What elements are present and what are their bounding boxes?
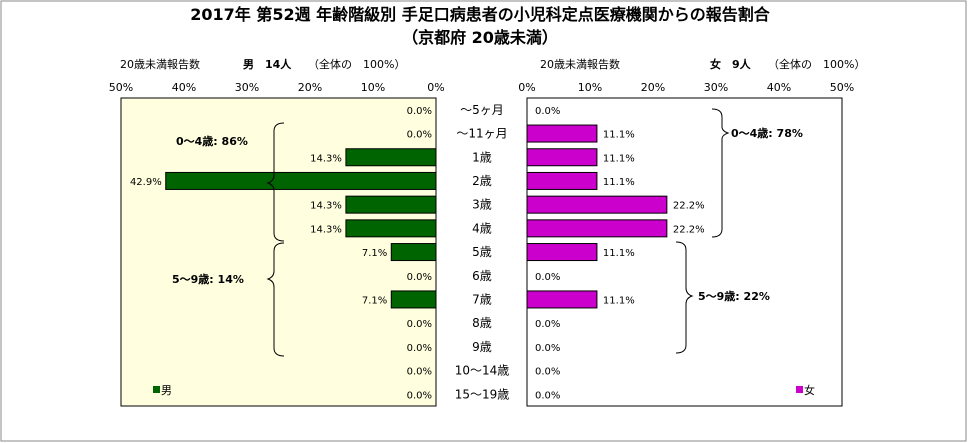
male-bar: [345, 148, 437, 167]
male-count: 男 14人: [243, 57, 292, 71]
female-data-label: 11.1%: [603, 177, 635, 188]
male-data-label: 0.0%: [407, 319, 432, 330]
male-data-label: 0.0%: [407, 343, 432, 354]
category-labels: ～5ヶ月 ～11ヶ月 1歳 2歳 3歳 4歳 5歳 6歳 7歳 8歳 9歳 10～14歳 15～19歳: [455, 103, 510, 401]
category-label: 15～19歳: [455, 387, 510, 401]
male-data-label: 0.0%: [407, 390, 432, 401]
male-header-label: 20歳未満報告数: [120, 58, 200, 71]
female-legend-swatch: [796, 386, 803, 393]
male-data-label: 0.0%: [407, 106, 432, 117]
female-data-label: 11.1%: [603, 130, 635, 141]
male-axis-ticks: 50% 40% 30% 20% 10% 0%: [109, 81, 445, 94]
female-bar: [526, 124, 598, 143]
female-5-9-annotation: 5～9歳: 22%: [698, 289, 770, 303]
male-bar: [345, 195, 437, 214]
category-label: 10～14歳: [455, 364, 510, 378]
male-5-9-annotation: 5～9歳: 14%: [172, 272, 244, 286]
male-tick-20: 20%: [298, 81, 322, 94]
male-data-label: 0.0%: [407, 272, 432, 283]
male-tick-0: 0%: [427, 81, 444, 94]
chart-title: 2017年 第52週 年齢階級別 手足口病患者の小児科定点医療機関からの報告割合: [190, 5, 771, 24]
group-braces: [266, 108, 730, 357]
male-data-label: 0.0%: [407, 130, 432, 141]
female-tick-50: 50%: [830, 81, 854, 94]
category-label: ～5ヶ月: [460, 103, 504, 117]
female-bar: [526, 195, 668, 214]
male-tick-50: 50%: [109, 81, 133, 94]
female-data-label: 0.0%: [535, 390, 560, 401]
male-legend-swatch: [153, 386, 160, 393]
male-total: （全体の 100%）: [308, 57, 405, 71]
female-data-label: 0.0%: [535, 272, 560, 283]
category-label: 9歳: [472, 340, 492, 354]
female-data-label: 0.0%: [535, 343, 560, 354]
male-0-4-annotation: 0～4歳: 86%: [176, 134, 248, 148]
male-bar: [390, 243, 437, 262]
female-series: 0.0% 11.1% 11.1% 11.1% 22.2% 22.2% 11.1% 0.0% 11…: [526, 106, 705, 401]
female-data-label: 11.1%: [603, 248, 635, 259]
category-label: 5歳: [472, 245, 492, 259]
male-bar: [165, 171, 437, 190]
female-data-label: 0.0%: [535, 319, 560, 330]
male-plot-area: [120, 97, 437, 407]
male-data-label: 0.0%: [407, 367, 432, 378]
female-bar: [526, 219, 668, 238]
female-count: 女 9人: [710, 57, 752, 71]
female-bar: [526, 171, 598, 190]
category-label: 8歳: [472, 316, 492, 330]
male-data-label: 14.3%: [310, 153, 342, 164]
female-data-label: 0.0%: [535, 367, 560, 378]
female-data-label: 22.2%: [673, 224, 705, 235]
category-label: 1歳: [472, 150, 492, 164]
female-0-4-brace: [711, 108, 730, 238]
category-label: 7歳: [472, 292, 492, 306]
female-header-label: 20歳未満報告数: [540, 58, 620, 71]
female-data-label: 22.2%: [673, 201, 705, 212]
female-tick-30: 30%: [704, 81, 728, 94]
male-tick-40: 40%: [172, 81, 196, 94]
male-data-label: 14.3%: [310, 224, 342, 235]
female-tick-0: 0%: [518, 81, 535, 94]
female-bar: [526, 243, 598, 262]
male-data-label: 7.1%: [362, 295, 387, 306]
male-bar: [345, 219, 437, 238]
male-data-label: 42.9%: [130, 177, 162, 188]
male-bar: [390, 290, 437, 309]
male-0-4-brace: [266, 122, 285, 242]
chart-subtitle: （京都府 20歳未満）: [402, 28, 558, 47]
category-label: 4歳: [472, 221, 492, 235]
female-bar: [526, 290, 598, 309]
male-data-label: 14.3%: [310, 201, 342, 212]
female-5-9-brace: [675, 241, 694, 354]
category-label: ～11ヶ月: [456, 127, 507, 141]
category-label: 6歳: [472, 269, 492, 283]
female-axis-ticks: 0% 10% 20% 30% 40% 50%: [518, 81, 854, 94]
category-label: 3歳: [472, 198, 492, 212]
category-label: 2歳: [472, 174, 492, 188]
female-tick-10: 10%: [578, 81, 602, 94]
male-tick-30: 30%: [235, 81, 259, 94]
female-data-label: 11.1%: [603, 153, 635, 164]
male-legend-label: 男: [161, 384, 172, 397]
male-data-label: 7.1%: [362, 248, 387, 259]
female-total: （全体の 100%）: [768, 57, 865, 71]
female-0-4-annotation: 0～4歳: 78%: [731, 126, 803, 140]
female-data-label: 11.1%: [603, 295, 635, 306]
female-legend-label: 女: [804, 383, 815, 397]
female-data-label: 0.0%: [535, 106, 560, 117]
male-series: 0.0% 0.0% 14.3% 42.9% 14.3% 14.3% 7.1% 0.0% 7.1%…: [130, 106, 437, 401]
male-5-9-brace: [266, 242, 285, 357]
female-bar: [526, 148, 598, 167]
male-tick-10: 10%: [361, 81, 385, 94]
female-tick-40: 40%: [767, 81, 791, 94]
female-tick-20: 20%: [641, 81, 665, 94]
